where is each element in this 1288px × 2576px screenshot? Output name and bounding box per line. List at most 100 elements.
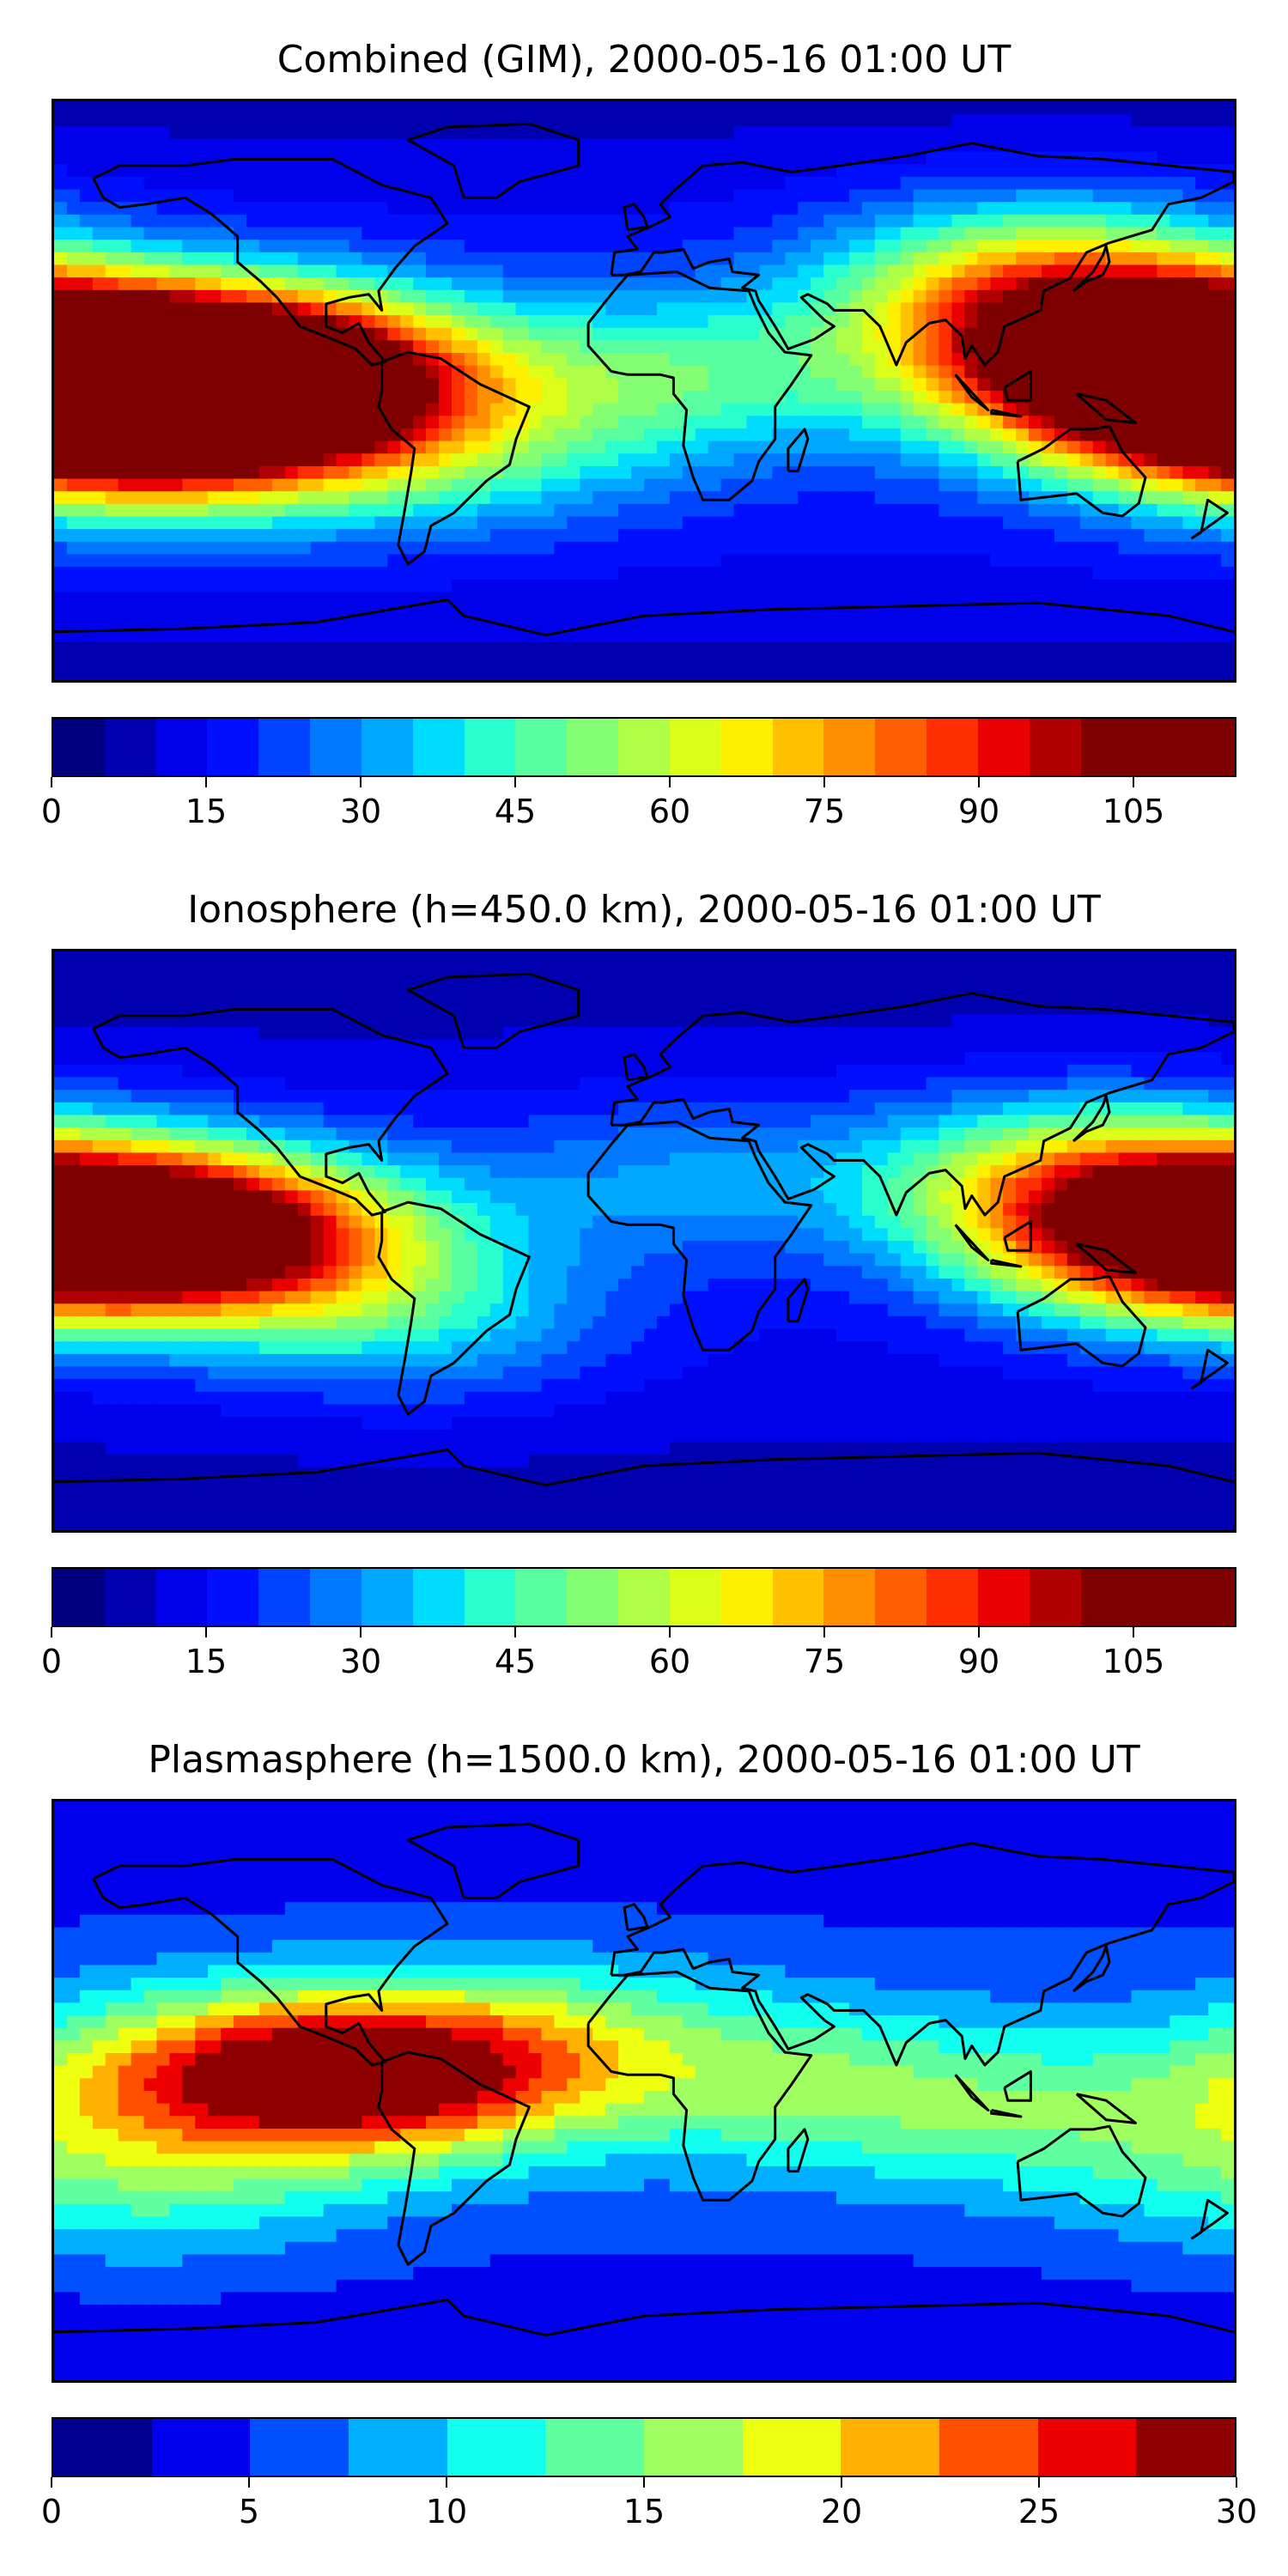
field-cell bbox=[1105, 340, 1120, 354]
field-cell bbox=[900, 189, 914, 203]
field-cell bbox=[131, 264, 145, 278]
field-cell bbox=[489, 440, 504, 454]
field-cell bbox=[554, 605, 568, 618]
field-cell bbox=[874, 289, 889, 304]
field-cell bbox=[1092, 617, 1107, 630]
field-cell bbox=[605, 465, 619, 480]
field-cell bbox=[1066, 189, 1081, 203]
field-cell bbox=[682, 951, 696, 965]
field-cell bbox=[439, 529, 453, 543]
field-cell bbox=[669, 151, 683, 165]
field-cell bbox=[195, 403, 209, 416]
field-cell bbox=[54, 240, 68, 253]
field-cell bbox=[1066, 302, 1081, 316]
field-cell bbox=[811, 629, 824, 643]
field-cell bbox=[54, 126, 68, 140]
field-cell bbox=[1131, 428, 1145, 442]
field-cell bbox=[1195, 214, 1209, 228]
field-cell bbox=[297, 353, 312, 367]
field-cell bbox=[477, 353, 491, 367]
field-cell bbox=[785, 516, 799, 530]
field-cell bbox=[528, 340, 543, 354]
field-cell bbox=[349, 101, 363, 115]
field-cell bbox=[644, 465, 658, 480]
field-cell bbox=[708, 963, 722, 977]
field-cell bbox=[874, 202, 889, 216]
field-cell bbox=[1079, 340, 1094, 354]
field-cell bbox=[720, 277, 735, 291]
field-cell bbox=[1208, 403, 1222, 416]
field-cell bbox=[1029, 428, 1042, 442]
field-cell bbox=[234, 453, 247, 467]
field-cell bbox=[169, 567, 183, 580]
field-cell bbox=[310, 976, 325, 990]
field-cell bbox=[1041, 567, 1055, 580]
field-cell bbox=[1195, 391, 1209, 404]
field-cell bbox=[310, 277, 325, 291]
field-cell bbox=[913, 642, 927, 656]
field-cell bbox=[66, 617, 81, 630]
field-cell bbox=[733, 327, 748, 341]
field-cell bbox=[1221, 289, 1234, 304]
field-cell bbox=[66, 277, 81, 291]
field-cell bbox=[1157, 579, 1170, 593]
field-cell bbox=[1029, 277, 1042, 291]
field-cell bbox=[1195, 289, 1209, 304]
field-cell bbox=[323, 340, 337, 354]
field-cell bbox=[772, 453, 786, 467]
field-cell bbox=[823, 976, 837, 990]
field-cell bbox=[336, 403, 350, 416]
field-cell bbox=[1182, 491, 1196, 505]
field-cell bbox=[874, 541, 889, 556]
field-cell bbox=[811, 541, 824, 556]
field-cell bbox=[1079, 667, 1094, 680]
field-cell bbox=[836, 592, 850, 605]
field-cell bbox=[361, 567, 375, 580]
field-cell bbox=[515, 453, 530, 467]
field-cell bbox=[592, 176, 606, 191]
field-cell bbox=[156, 529, 171, 543]
field-cell bbox=[733, 391, 748, 404]
field-cell bbox=[297, 529, 312, 543]
field-cell bbox=[1092, 101, 1107, 115]
field-cell bbox=[221, 391, 234, 404]
field-cell bbox=[1170, 353, 1183, 367]
field-cell bbox=[477, 101, 491, 115]
field-cell bbox=[1118, 951, 1133, 965]
field-cell bbox=[939, 529, 953, 543]
field-cell bbox=[1029, 453, 1042, 467]
field-cell bbox=[554, 302, 568, 316]
field-cell bbox=[515, 264, 530, 278]
field-cell bbox=[695, 327, 709, 341]
field-cell bbox=[502, 227, 517, 240]
field-cell bbox=[1157, 327, 1170, 341]
field-cell bbox=[118, 478, 132, 492]
field-cell bbox=[605, 642, 619, 656]
field-cell bbox=[477, 592, 491, 605]
field-cell bbox=[874, 176, 889, 191]
field-cell bbox=[182, 202, 196, 216]
field-cell bbox=[323, 629, 337, 643]
field-cell bbox=[669, 138, 683, 153]
field-cell bbox=[195, 428, 209, 442]
field-cell bbox=[580, 365, 593, 379]
field-cell bbox=[182, 151, 196, 165]
field-cell bbox=[143, 378, 158, 392]
field-cell bbox=[708, 642, 722, 656]
field-cell bbox=[1195, 151, 1209, 165]
field-cell bbox=[489, 302, 504, 316]
field-cell bbox=[695, 642, 709, 656]
field-cell bbox=[66, 302, 81, 316]
field-cell bbox=[297, 227, 312, 240]
field-cell bbox=[54, 592, 68, 605]
field-cell bbox=[541, 453, 556, 467]
field-cell bbox=[554, 252, 568, 266]
field-cell bbox=[964, 605, 978, 618]
field-cell bbox=[439, 963, 453, 977]
field-cell bbox=[720, 642, 735, 656]
field-cell bbox=[861, 378, 876, 392]
field-cell bbox=[1092, 327, 1107, 341]
field-cell bbox=[1029, 567, 1042, 580]
field-cell bbox=[926, 503, 940, 518]
field-cell bbox=[297, 976, 312, 990]
